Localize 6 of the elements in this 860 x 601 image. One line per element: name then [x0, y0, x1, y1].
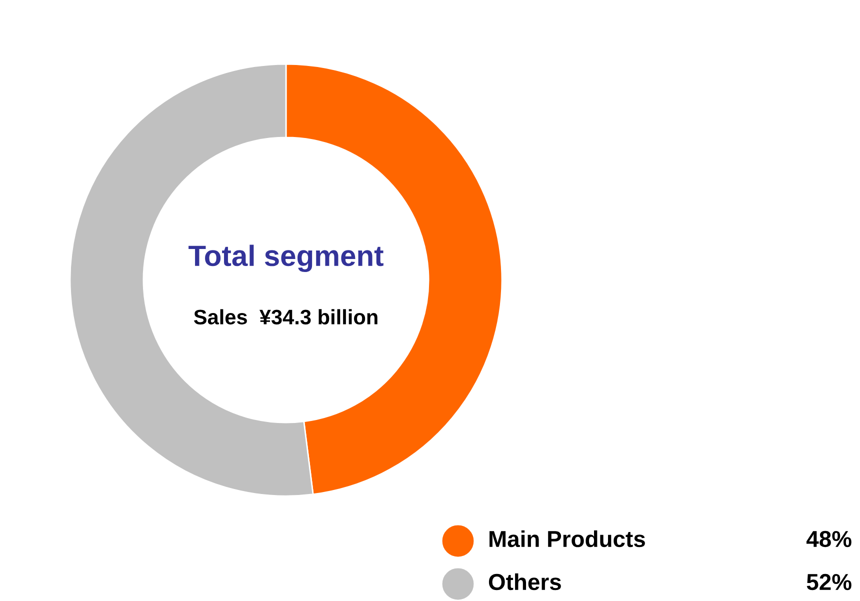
data-label: 52% — [806, 574, 852, 590]
text: Total segment — [188, 244, 384, 272]
legend-label: Main Products — [490, 530, 645, 548]
data-label: 48% — [806, 530, 852, 548]
text: Sales ¥34.3 billion — [194, 309, 378, 324]
legend-label: Others — [488, 573, 561, 590]
